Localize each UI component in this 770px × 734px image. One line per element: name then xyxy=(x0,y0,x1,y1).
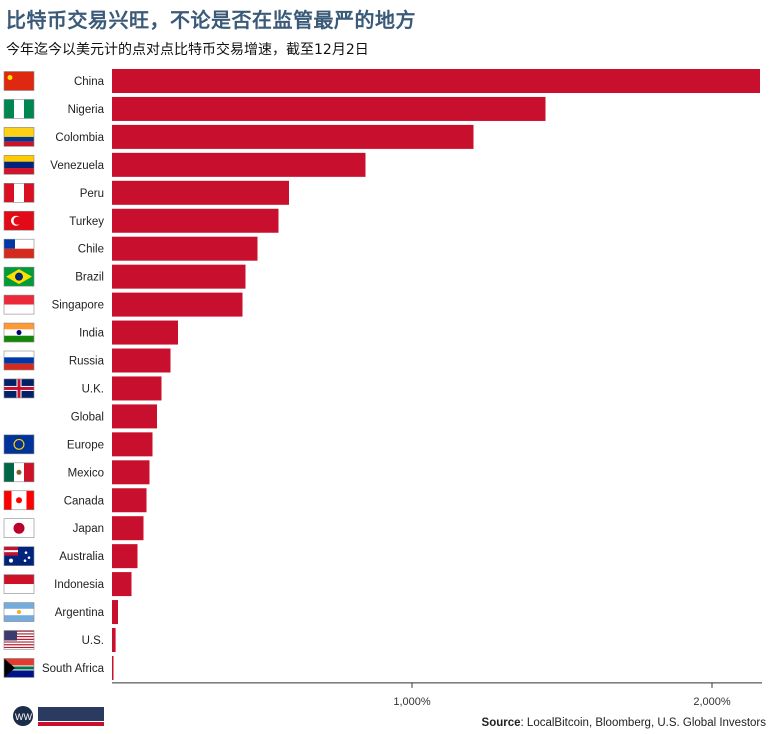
flag-ar-icon xyxy=(3,602,35,622)
category-label: Singapore xyxy=(52,300,104,312)
flag-ru-icon xyxy=(3,350,35,371)
bar-peru xyxy=(112,180,289,205)
category-label: Australia xyxy=(59,551,104,563)
flag-mx-icon xyxy=(3,462,35,483)
bar-japan xyxy=(112,516,144,541)
flag-uk-icon xyxy=(3,378,35,399)
x-tick-label: 1,000% xyxy=(393,696,431,708)
category-label: U.S. xyxy=(82,635,104,647)
x-tick-label: 2,000% xyxy=(693,696,731,708)
flag-za-icon xyxy=(3,658,35,678)
category-label: Chile xyxy=(78,244,104,256)
category-label: China xyxy=(74,76,105,88)
category-label: Canada xyxy=(64,495,105,507)
bar-australia xyxy=(112,544,138,569)
category-label: U.K. xyxy=(82,383,104,395)
flag-ve-icon xyxy=(3,155,35,175)
flag-ca-icon xyxy=(3,490,35,511)
svg-text:WW: WW xyxy=(15,712,32,722)
flag-us-icon xyxy=(3,630,35,650)
flag-ng-icon xyxy=(3,99,35,119)
bar-u-k- xyxy=(112,376,162,401)
category-label: South Africa xyxy=(42,663,105,675)
category-label: Argentina xyxy=(55,607,105,619)
category-label: India xyxy=(79,328,105,340)
bar-singapore xyxy=(112,292,243,317)
category-label: Russia xyxy=(69,356,105,368)
flag-co-icon xyxy=(3,127,35,147)
flag-tr-icon xyxy=(3,210,35,231)
bar-canada xyxy=(112,488,147,513)
bar-europe xyxy=(112,432,153,457)
watermark-logo: WW xyxy=(13,706,104,726)
source-text: : LocalBitcoin, Bloomberg, U.S. Global I… xyxy=(520,717,766,729)
category-label: Colombia xyxy=(55,132,104,144)
bar-colombia xyxy=(112,124,474,149)
chart-title: 比特币交易兴旺，不论是否在监管最严的地方 xyxy=(6,8,416,32)
category-label: Nigeria xyxy=(68,104,105,116)
bar-argentina xyxy=(112,600,118,625)
flag-pe-icon xyxy=(3,183,35,203)
category-label: Peru xyxy=(80,188,104,200)
category-label: Global xyxy=(71,411,104,423)
bar-south-africa xyxy=(112,655,114,680)
flag-br-icon xyxy=(3,266,35,287)
bar-brazil xyxy=(112,264,246,289)
bar-indonesia xyxy=(112,572,132,597)
chart-subtitle: 今年迄今以美元计的点对点比特币交易增速，截至12月2日 xyxy=(6,42,369,58)
category-label: Venezuela xyxy=(50,160,104,172)
bar-turkey xyxy=(112,208,279,233)
category-label: Indonesia xyxy=(54,579,104,591)
flag-in-icon xyxy=(3,322,35,343)
bar-chile xyxy=(112,236,258,261)
bar-mexico xyxy=(112,460,150,485)
flag-jp-icon xyxy=(3,518,35,539)
source-label: Source xyxy=(481,717,521,729)
flag-cn-icon xyxy=(3,71,35,91)
category-label: Europe xyxy=(67,439,104,451)
category-label: Brazil xyxy=(75,272,104,284)
flag-eu-icon xyxy=(3,434,35,455)
source-note: Source: LocalBitcoin, Bloomberg, U.S. Gl… xyxy=(482,717,766,729)
flag-sg-icon xyxy=(3,294,35,315)
category-label: Mexico xyxy=(68,467,104,479)
flag-cl-icon xyxy=(3,238,35,259)
bar-u-s- xyxy=(112,628,116,652)
category-label: Japan xyxy=(73,523,104,535)
bar-global xyxy=(112,404,157,429)
bar-russia xyxy=(112,348,171,373)
bar-venezuela xyxy=(112,152,366,177)
bar-india xyxy=(112,320,178,345)
bar-china xyxy=(112,69,760,93)
flag-id-icon xyxy=(3,574,35,594)
category-label: Turkey xyxy=(69,216,104,228)
flag-au-icon xyxy=(3,546,35,566)
bar-nigeria xyxy=(112,96,546,121)
